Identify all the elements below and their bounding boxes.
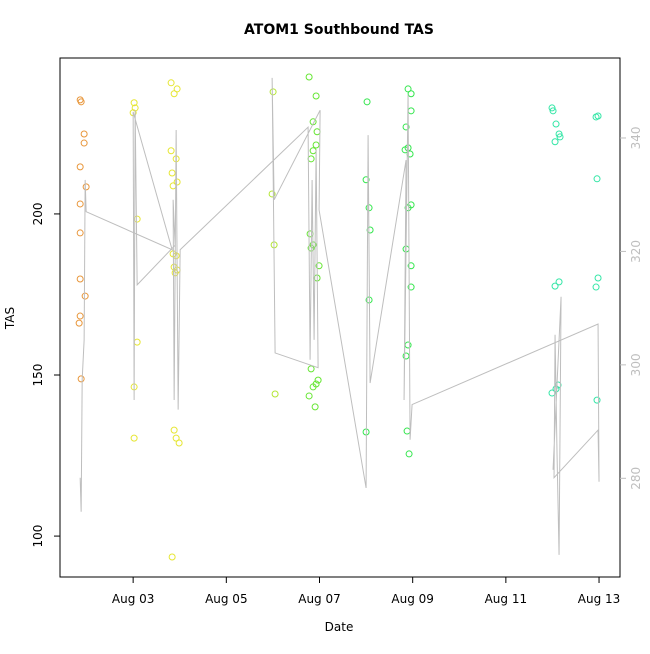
- y-axis-label: TAS: [3, 307, 17, 330]
- point: [548, 104, 556, 112]
- point: [552, 120, 560, 128]
- x-tick-label: Aug 07: [298, 592, 341, 606]
- point: [76, 275, 84, 283]
- y2-tick-label: 300: [629, 353, 643, 376]
- point: [80, 139, 88, 147]
- point: [76, 200, 84, 208]
- point: [76, 312, 84, 320]
- y2-tick-label: 320: [629, 240, 643, 263]
- point: [404, 85, 412, 93]
- point: [271, 390, 279, 398]
- point: [167, 79, 175, 87]
- plot-frame: [59, 57, 621, 578]
- point: [168, 169, 176, 177]
- point: [81, 292, 89, 300]
- point: [167, 147, 175, 155]
- point: [592, 283, 600, 291]
- x-tick-label: Aug 13: [578, 592, 621, 606]
- point: [80, 130, 88, 138]
- point: [168, 553, 176, 561]
- chart-title: ATOM1 Southbound TAS: [244, 22, 434, 38]
- point: [402, 123, 410, 131]
- x-tick-label: Aug 03: [112, 592, 155, 606]
- point: [75, 319, 83, 327]
- point: [170, 90, 178, 98]
- point: [82, 183, 90, 191]
- point: [311, 403, 319, 411]
- point: [594, 112, 602, 120]
- point: [170, 426, 178, 434]
- point: [130, 99, 138, 107]
- point: [305, 73, 313, 81]
- point: [407, 283, 415, 291]
- point: [77, 98, 85, 106]
- x-tick-label: Aug 05: [205, 592, 248, 606]
- point: [594, 274, 602, 282]
- point: [133, 215, 141, 223]
- point: [175, 439, 183, 447]
- y2-tick-label: 280: [629, 467, 643, 490]
- point: [402, 352, 410, 360]
- point: [555, 278, 563, 286]
- point: [404, 204, 412, 212]
- x-tick-label: Aug 09: [391, 592, 434, 606]
- point: [173, 178, 181, 186]
- point: [268, 190, 276, 198]
- point: [305, 392, 313, 400]
- point: [593, 396, 601, 404]
- point: [363, 98, 371, 106]
- point: [549, 107, 557, 115]
- point: [307, 365, 315, 373]
- x-tick-label: Aug 11: [485, 592, 528, 606]
- point: [314, 376, 322, 384]
- point: [407, 90, 415, 98]
- point: [315, 262, 323, 270]
- point: [312, 141, 320, 149]
- y-tick-label: 100: [31, 525, 45, 548]
- line-series: [79, 77, 600, 555]
- point: [555, 130, 563, 138]
- point: [309, 383, 317, 391]
- point: [77, 375, 85, 383]
- point: [312, 92, 320, 100]
- point: [556, 133, 564, 141]
- point: [76, 229, 84, 237]
- point: [593, 175, 601, 183]
- point: [269, 88, 277, 96]
- point: [551, 282, 559, 290]
- point: [405, 450, 413, 458]
- y2-tick-label: 340: [629, 127, 643, 150]
- point: [76, 163, 84, 171]
- point: [130, 434, 138, 442]
- x-axis-label: Date: [325, 620, 354, 634]
- point: [551, 138, 559, 146]
- point: [407, 262, 415, 270]
- y-tick-label: 200: [31, 202, 45, 225]
- y-tick-label: 150: [31, 364, 45, 387]
- point: [362, 176, 370, 184]
